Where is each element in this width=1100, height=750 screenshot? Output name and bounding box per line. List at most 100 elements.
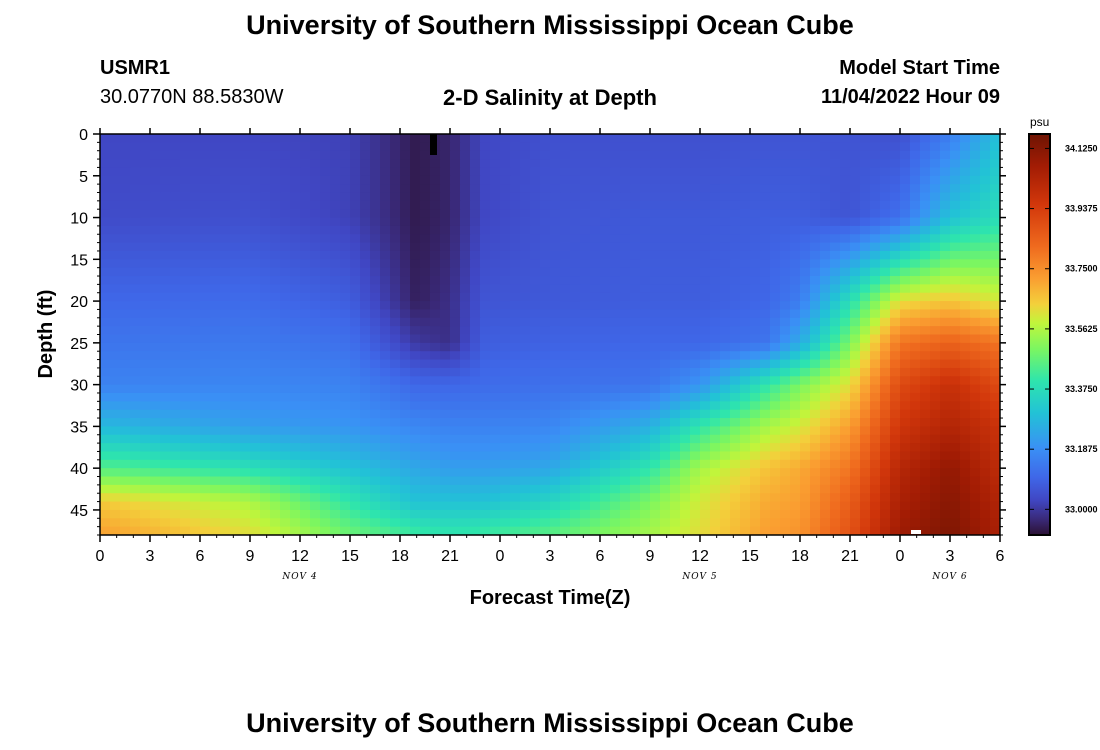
heatmap-cell (900, 392, 911, 402)
heatmap-cell (630, 159, 641, 169)
heatmap-cell (360, 234, 371, 244)
heatmap-cell (900, 484, 911, 494)
heatmap-cell (650, 443, 661, 453)
heatmap-cell (430, 159, 441, 169)
heatmap-cell (980, 259, 991, 269)
heatmap-cell (710, 434, 721, 444)
heatmap-cell (540, 384, 551, 394)
heatmap-cell (700, 259, 711, 269)
heatmap-cell (610, 159, 621, 169)
heatmap-cell (370, 476, 381, 486)
heatmap-cell (520, 367, 531, 377)
heatmap-cell (110, 250, 121, 260)
heatmap-cell (280, 342, 291, 352)
heatmap-cell (630, 200, 641, 210)
heatmap-cell (630, 501, 641, 511)
heatmap-cell (360, 468, 371, 478)
heatmap-cell (640, 259, 651, 269)
heatmap-cell (750, 292, 761, 302)
heatmap-cell (580, 418, 591, 427)
heatmap-cell (230, 392, 241, 402)
heatmap-cell (680, 501, 691, 511)
heatmap-cell (860, 526, 871, 535)
heatmap-cell (150, 134, 161, 143)
heatmap-cell (560, 418, 571, 427)
heatmap-cell (420, 317, 431, 327)
heatmap-cell (100, 459, 111, 469)
heatmap-cell (350, 409, 361, 419)
heatmap-cell (460, 484, 471, 494)
heatmap-cell (260, 334, 271, 344)
heatmap-cell (410, 518, 421, 528)
heatmap-cell (970, 134, 981, 143)
heatmap-cell (210, 200, 221, 210)
heatmap-cell (400, 501, 411, 511)
heatmap-cell (280, 200, 291, 210)
heatmap-cell (730, 501, 741, 511)
heatmap-cell (180, 150, 191, 160)
heatmap-cell (890, 392, 901, 402)
heatmap-cell (400, 518, 411, 528)
heatmap-cell (130, 217, 141, 227)
heatmap-cell (810, 509, 821, 519)
heatmap-cell (650, 351, 661, 361)
heatmap-cell (840, 167, 851, 177)
heatmap-cell (790, 376, 801, 386)
heatmap-cell (410, 267, 421, 277)
heatmap-cell (250, 518, 261, 528)
heatmap-cell (260, 401, 271, 411)
heatmap-cell (450, 209, 461, 219)
heatmap-cell (460, 192, 471, 202)
heatmap-cell (890, 342, 901, 352)
heatmap-cell (430, 217, 441, 227)
heatmap-cell (130, 359, 141, 369)
heatmap-cell (310, 384, 321, 394)
heatmap-cell (380, 134, 391, 143)
heatmap-cell (880, 509, 891, 519)
heatmap-cell (210, 242, 221, 252)
heatmap-cell (990, 326, 1000, 336)
heatmap-cell (120, 376, 131, 386)
heatmap-cell (600, 167, 611, 177)
heatmap-cell (700, 384, 711, 394)
heatmap-cell (990, 175, 1000, 185)
heatmap-cell (530, 384, 541, 394)
heatmap-cell (630, 401, 641, 411)
heatmap-cell (990, 342, 1000, 352)
heatmap-cell (700, 184, 711, 194)
heatmap-cell (200, 225, 211, 235)
heatmap-cell (890, 334, 901, 344)
heatmap-cell (620, 242, 631, 252)
heatmap-cell (450, 518, 461, 528)
heatmap-cell (690, 493, 701, 503)
heatmap-cell (610, 242, 621, 252)
heatmap-cell (840, 376, 851, 386)
heatmap-cell (430, 468, 441, 478)
heatmap-cell (130, 242, 141, 252)
heatmap-cell (310, 434, 321, 444)
heatmap-cell (750, 284, 761, 294)
heatmap-cell (930, 225, 941, 235)
heatmap-cell (640, 175, 651, 185)
heatmap-cell (850, 484, 861, 494)
colorbar-tick-label: 33.7500 (1065, 264, 1098, 274)
heatmap-cell (700, 401, 711, 411)
heatmap-cell (660, 309, 671, 319)
heatmap-cell (360, 242, 371, 252)
heatmap-cell (170, 276, 181, 285)
heatmap-cell (350, 225, 361, 235)
heatmap-cell (770, 443, 781, 453)
heatmap-cell (440, 468, 451, 478)
heatmap-cell (160, 418, 171, 427)
heatmap-cell (580, 200, 591, 210)
heatmap-cell (710, 192, 721, 202)
heatmap-cell (250, 434, 261, 444)
heatmap-cell (500, 142, 511, 152)
heatmap-cell (190, 426, 201, 436)
heatmap-cell (680, 309, 691, 319)
heatmap-cell (670, 317, 681, 327)
heatmap-cell (590, 134, 601, 143)
heatmap-cell (760, 175, 771, 185)
heatmap-cell (730, 493, 741, 503)
x-tick-label: 12 (691, 548, 709, 565)
